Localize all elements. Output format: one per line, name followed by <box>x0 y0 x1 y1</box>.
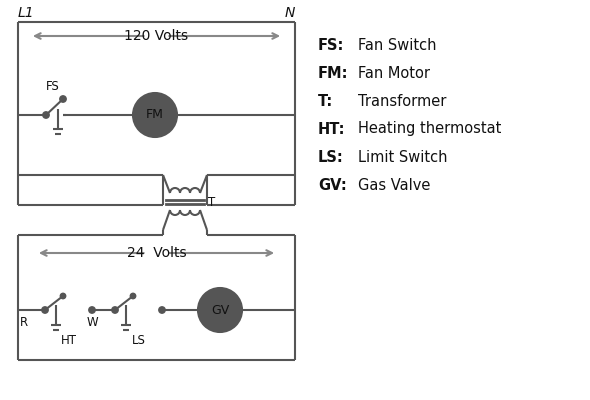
Circle shape <box>61 294 65 298</box>
Text: LS: LS <box>132 334 146 346</box>
Text: GV:: GV: <box>318 178 347 192</box>
Text: FM: FM <box>146 108 164 122</box>
Text: Fan Switch: Fan Switch <box>358 38 437 52</box>
Circle shape <box>89 307 95 313</box>
Text: Transformer: Transformer <box>358 94 447 108</box>
Circle shape <box>198 288 242 332</box>
Text: LS:: LS: <box>318 150 344 164</box>
Text: L1: L1 <box>18 6 35 20</box>
Text: N: N <box>284 6 295 20</box>
Text: FS: FS <box>46 80 60 94</box>
Circle shape <box>112 307 118 313</box>
Text: GV: GV <box>211 304 229 316</box>
Text: FS:: FS: <box>318 38 345 52</box>
Text: Gas Valve: Gas Valve <box>358 178 430 192</box>
Text: FM:: FM: <box>318 66 349 80</box>
Text: Heating thermostat: Heating thermostat <box>358 122 502 136</box>
Text: HT: HT <box>61 334 77 346</box>
Circle shape <box>130 294 136 298</box>
Text: 120 Volts: 120 Volts <box>124 29 189 43</box>
Text: R: R <box>20 316 28 328</box>
Text: T:: T: <box>318 94 333 108</box>
Circle shape <box>42 307 48 313</box>
Circle shape <box>60 96 66 102</box>
Circle shape <box>133 93 177 137</box>
Text: 24  Volts: 24 Volts <box>127 246 186 260</box>
Text: HT:: HT: <box>318 122 346 136</box>
Text: Fan Motor: Fan Motor <box>358 66 430 80</box>
Text: Limit Switch: Limit Switch <box>358 150 447 164</box>
Circle shape <box>43 112 49 118</box>
Text: W: W <box>86 316 98 328</box>
Circle shape <box>159 307 165 313</box>
Text: T: T <box>208 196 215 208</box>
